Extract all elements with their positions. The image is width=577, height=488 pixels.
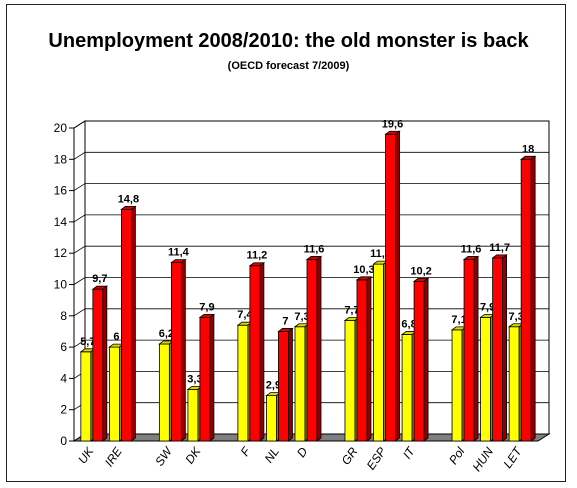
data-label: 3,3 — [187, 373, 202, 385]
bar — [356, 279, 368, 442]
bar-side — [530, 155, 536, 442]
data-label: 10,2 — [410, 265, 431, 277]
x-tick-label: SW — [152, 443, 176, 468]
bar — [463, 259, 475, 442]
bar — [109, 346, 120, 442]
bar-side — [502, 254, 508, 442]
x-tick-label: UK — [75, 444, 97, 467]
bar — [385, 133, 396, 442]
bar — [237, 324, 249, 442]
bar — [520, 158, 532, 442]
data-label: 11,7 — [489, 242, 510, 254]
data-label: 18 — [522, 143, 534, 155]
y-tick-label: 10 — [54, 278, 68, 292]
bar — [266, 395, 277, 442]
data-label: 10,3 — [353, 264, 374, 276]
bar — [80, 351, 92, 442]
bar-side — [288, 327, 293, 442]
y-tick-label: 4 — [60, 371, 67, 385]
bar — [344, 320, 356, 442]
gridline — [73, 120, 549, 129]
data-label: 11,6 — [304, 243, 325, 255]
bar — [92, 288, 104, 442]
y-tick-label: 20 — [54, 121, 68, 135]
bar — [278, 331, 289, 442]
x-tick-label: D — [294, 444, 311, 459]
data-label: 19,6 — [382, 118, 403, 130]
y-tick-label: 0 — [60, 434, 67, 448]
data-label: 7,1 — [451, 314, 466, 326]
bar — [413, 280, 425, 442]
data-label: 6 — [113, 331, 119, 343]
chart-title: Unemployment 2008/2010: the old monster … — [48, 30, 529, 52]
data-label: 14,8 — [118, 193, 139, 205]
y-tick-label: 6 — [60, 340, 67, 354]
bar — [401, 334, 413, 442]
x-tick-label: HUN — [470, 444, 497, 474]
bar-side — [180, 258, 186, 442]
bar — [480, 316, 492, 442]
data-label: 7,9 — [199, 301, 214, 313]
bar — [199, 316, 211, 442]
bar — [373, 263, 384, 442]
bar — [492, 257, 504, 442]
bar-side — [130, 205, 136, 442]
data-label: 7,7 — [344, 304, 359, 316]
data-label: 6,2 — [159, 328, 174, 340]
bar — [187, 388, 199, 442]
y-tick-label: 18 — [54, 152, 68, 166]
y-tick-label: 16 — [54, 184, 68, 198]
bar-side — [366, 276, 372, 442]
x-tick-label: GR — [339, 444, 361, 467]
x-tick-label: IRE — [102, 444, 126, 469]
data-label: 7,4 — [237, 309, 253, 321]
chart-subtitle: (OECD forecast 7/2009) — [227, 60, 350, 72]
bar-side — [209, 313, 215, 442]
bar — [451, 329, 463, 442]
y-tick-label: 14 — [54, 215, 68, 229]
bar — [158, 343, 170, 442]
data-label: 7 — [282, 315, 288, 327]
bar — [294, 326, 306, 442]
bar — [170, 262, 182, 442]
y-tick-label: 12 — [54, 246, 68, 260]
x-tick-label: Pol — [446, 444, 468, 467]
bar — [249, 265, 261, 442]
x-tick-label: LET — [501, 443, 526, 470]
data-label: 11,4 — [168, 247, 190, 259]
bar-side — [423, 277, 429, 442]
y-tick-label: 2 — [60, 403, 67, 417]
bar-side — [395, 130, 400, 442]
data-label: 11,6 — [461, 243, 482, 255]
data-label: 6,8 — [401, 319, 416, 331]
bar — [121, 208, 132, 442]
data-label: 2,9 — [266, 380, 281, 392]
data-label: 9,7 — [92, 273, 107, 285]
bar-side — [473, 255, 479, 442]
x-tick-label: F — [238, 444, 254, 459]
bar-side — [259, 261, 265, 442]
x-tick-label: NL — [262, 445, 282, 466]
data-label: 5,7 — [80, 336, 95, 348]
bar-side — [102, 285, 108, 442]
bar-side — [316, 255, 322, 442]
x-tick-label: IT — [400, 443, 419, 461]
data-label: 7,3 — [509, 311, 524, 323]
bar — [306, 259, 318, 442]
bar — [508, 326, 520, 442]
x-tick-label: DK — [182, 444, 204, 467]
y-tick-label: 8 — [60, 309, 67, 323]
data-label: 11,2 — [246, 250, 267, 262]
data-label: 7,3 — [294, 311, 309, 323]
x-tick-label: ESP — [364, 445, 389, 473]
data-label: 7,9 — [480, 301, 495, 313]
